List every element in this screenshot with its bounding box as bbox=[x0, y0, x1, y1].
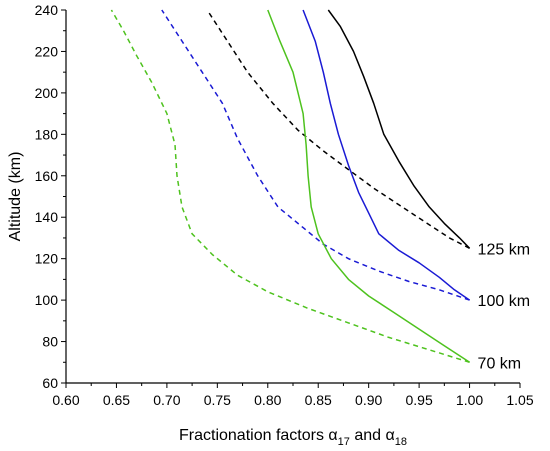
x-axis-title-sub17: 17 bbox=[338, 436, 350, 448]
x-tick-label: 0.85 bbox=[305, 392, 332, 408]
x-tick-label: 0.80 bbox=[254, 392, 281, 408]
x-axis-title-and: and bbox=[350, 427, 386, 444]
series-line-0-alpha17 bbox=[327, 9, 471, 249]
y-tick-label: 60 bbox=[42, 375, 58, 391]
y-tick-label: 80 bbox=[42, 334, 58, 350]
plot-frame bbox=[65, 10, 520, 384]
x-axis-title: Fractionation factors α17 and α18 bbox=[179, 427, 407, 448]
y-axis-title: Altitude (km) bbox=[7, 152, 24, 242]
x-tick-label: 1.00 bbox=[456, 392, 483, 408]
x-axis-title-main: Fractionation factors bbox=[179, 427, 328, 444]
x-axis-title-alpha18: α bbox=[386, 427, 395, 444]
y-tick-label: 140 bbox=[35, 209, 59, 225]
y-tick-label: 220 bbox=[35, 43, 59, 59]
y-tick-label: 160 bbox=[35, 168, 59, 184]
x-tick-label: 0.65 bbox=[103, 392, 130, 408]
x-axis-title-sub18: 18 bbox=[395, 436, 407, 448]
curve-label: 100 km bbox=[478, 293, 530, 310]
y-tick-label: 180 bbox=[35, 126, 59, 142]
x-tick-label: 0.90 bbox=[355, 392, 382, 408]
series-line-2-alpha17 bbox=[302, 9, 471, 301]
y-tick-label: 200 bbox=[35, 85, 59, 101]
x-axis-title-alpha17: α bbox=[328, 427, 337, 444]
y-tick-label: 240 bbox=[35, 2, 59, 18]
curve-label: 70 km bbox=[478, 355, 522, 372]
x-tick-label: 0.60 bbox=[52, 392, 79, 408]
curve-labels: 125 km 100 km 70 km bbox=[478, 241, 530, 372]
series-line-4-alpha17 bbox=[267, 9, 471, 363]
x-tick-label: 0.75 bbox=[204, 392, 231, 408]
series-layer bbox=[110, 9, 471, 364]
curve-label: 125 km bbox=[478, 241, 530, 258]
series-line-5-alpha18 bbox=[110, 9, 470, 364]
x-axis-ticks: 0.60 0.65 0.70 0.75 0.80 0.85 0.90 0.95 1.00 1.05 bbox=[52, 383, 534, 408]
x-tick-label: 0.70 bbox=[153, 392, 180, 408]
x-tick-label: 0.95 bbox=[405, 392, 432, 408]
y-tick-label: 120 bbox=[35, 251, 59, 267]
series-line-1-alpha18 bbox=[206, 9, 470, 249]
x-tick-label: 1.05 bbox=[506, 392, 533, 408]
y-axis-ticks: 60 80 100 120 140 160 180 200 220 240 bbox=[35, 2, 66, 391]
y-tick-label: 100 bbox=[35, 292, 59, 308]
series-line-3-alpha18 bbox=[161, 9, 470, 301]
